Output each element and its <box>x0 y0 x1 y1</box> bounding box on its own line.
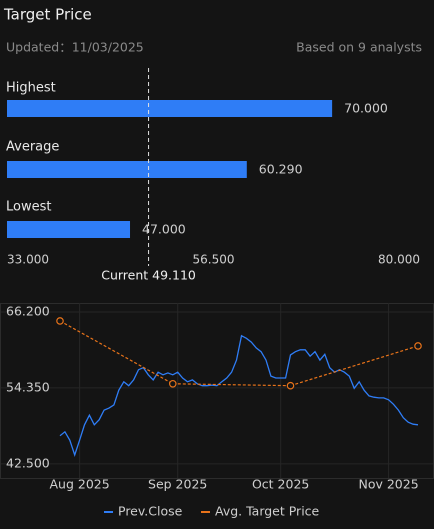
target-segment <box>290 345 419 387</box>
bar-label: Lowest <box>6 200 51 215</box>
title: Target Price <box>3 6 92 24</box>
x-tick-label: Nov 2025 <box>358 477 418 492</box>
y-tick-label: 42.500 <box>6 455 50 470</box>
target-segment <box>59 320 174 385</box>
value-label: 70.000 <box>344 101 388 116</box>
bar <box>7 221 131 238</box>
x-tick-label: 56.500 <box>193 253 235 267</box>
x-tick-label: 33.000 <box>7 253 49 267</box>
x-tick-label: Oct 2025 <box>252 477 309 492</box>
x-tick-label: Sep 2025 <box>148 477 207 492</box>
x-tick-label: 80.000 <box>378 253 420 267</box>
target-marker <box>286 381 295 390</box>
target-marker <box>168 379 177 388</box>
target-marker <box>56 317 64 325</box>
value-label: 47.000 <box>142 222 186 237</box>
bar <box>7 100 333 117</box>
bar <box>7 161 247 178</box>
y-tick-label: 66.200 <box>6 303 50 318</box>
current-price-label: Current 49.110 <box>101 268 196 283</box>
x-tick-label: Aug 2025 <box>50 477 110 492</box>
y-tick-label: 54.350 <box>6 379 50 394</box>
price-line <box>59 334 419 457</box>
updated-date: Updated：11/03/2025 <box>6 40 144 55</box>
value-label: 60.290 <box>259 162 303 177</box>
bar-label: Highest <box>6 81 56 96</box>
bar-label: Average <box>6 140 59 155</box>
legend-label: Avg. Target Price <box>215 504 320 519</box>
legend-label: Prev.Close <box>118 504 183 519</box>
current-label-bg <box>98 267 199 285</box>
analyst-count: Based on 9 analysts <box>296 40 422 55</box>
target-marker <box>414 342 422 350</box>
